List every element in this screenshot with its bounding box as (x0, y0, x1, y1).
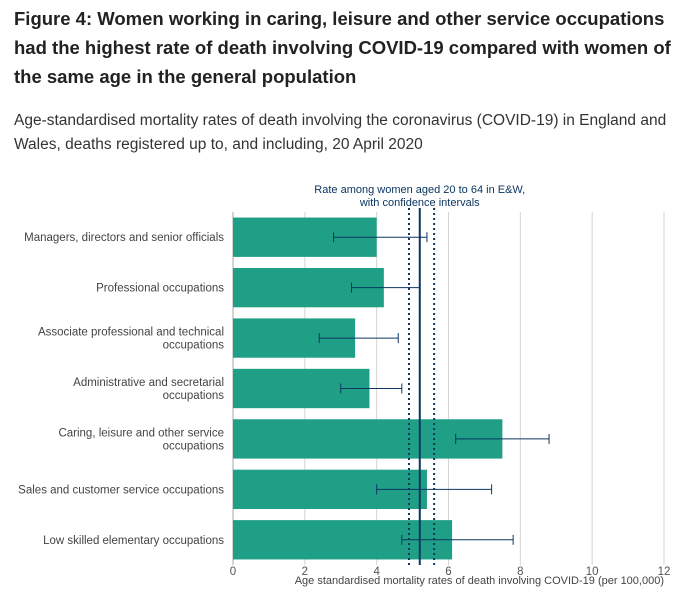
error-bars (318, 232, 550, 545)
category-label: Professional occupations (96, 283, 224, 295)
category-label: Administrative and secretarial occupation… (73, 377, 224, 402)
category-label: Sales and customer service occupations (18, 484, 224, 496)
bars (233, 217, 503, 560)
category-labels: Managers, directors and senior officials… (18, 232, 224, 547)
x-tick-label: 0 (230, 566, 236, 578)
category-label: Low skilled elementary occupations (43, 535, 224, 547)
reference-label: Rate among women aged 20 to 64 in E&W, wi… (314, 184, 525, 209)
category-label: Associate professional and technical occu… (38, 327, 224, 352)
figure-title: Figure 4: Women working in caring, leisu… (14, 8, 671, 87)
category-label: Caring, leisure and other service occupat… (58, 427, 224, 452)
x-tick-label: 4 (373, 566, 380, 578)
x-axis-title: Age standardised mortality rates of deat… (295, 575, 664, 587)
reference-lines: Rate among women aged 20 to 64 in E&W, wi… (314, 184, 525, 565)
category-label: Managers, directors and senior officials (24, 232, 224, 244)
x-tick-label: 10 (586, 566, 599, 578)
x-tick-label: 12 (658, 566, 671, 578)
x-tick-label: 8 (517, 566, 523, 578)
x-tick-labels: 0 2 4 6 8 10 12 (230, 566, 671, 578)
figure-subtitle: Age-standardised mortality rates of deat… (14, 112, 667, 153)
x-tick-label: 6 (445, 566, 451, 578)
x-tick-label: 2 (302, 566, 308, 578)
